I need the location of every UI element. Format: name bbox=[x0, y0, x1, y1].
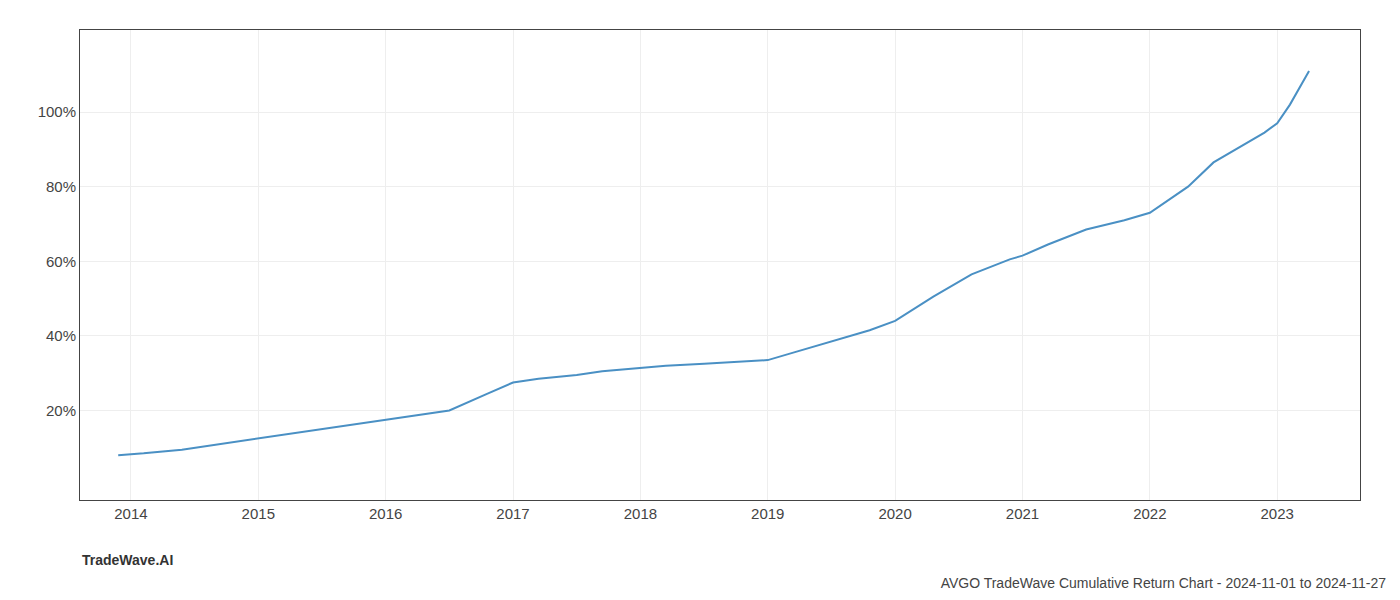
svg-text:20%: 20% bbox=[46, 402, 76, 419]
svg-text:TradeWave.AI: TradeWave.AI bbox=[82, 552, 173, 568]
svg-text:2016: 2016 bbox=[369, 505, 402, 522]
svg-text:60%: 60% bbox=[46, 253, 76, 270]
svg-text:2015: 2015 bbox=[242, 505, 275, 522]
svg-text:2022: 2022 bbox=[1133, 505, 1166, 522]
svg-text:2019: 2019 bbox=[751, 505, 784, 522]
svg-text:2023: 2023 bbox=[1261, 505, 1294, 522]
svg-text:2018: 2018 bbox=[624, 505, 657, 522]
svg-text:80%: 80% bbox=[46, 178, 76, 195]
svg-text:AVGO TradeWave Cumulative Retu: AVGO TradeWave Cumulative Return Chart -… bbox=[941, 575, 1387, 591]
svg-text:2020: 2020 bbox=[878, 505, 911, 522]
svg-text:40%: 40% bbox=[46, 327, 76, 344]
svg-text:2017: 2017 bbox=[496, 505, 529, 522]
svg-text:2014: 2014 bbox=[114, 505, 147, 522]
svg-text:100%: 100% bbox=[38, 103, 76, 120]
svg-text:2021: 2021 bbox=[1006, 505, 1039, 522]
